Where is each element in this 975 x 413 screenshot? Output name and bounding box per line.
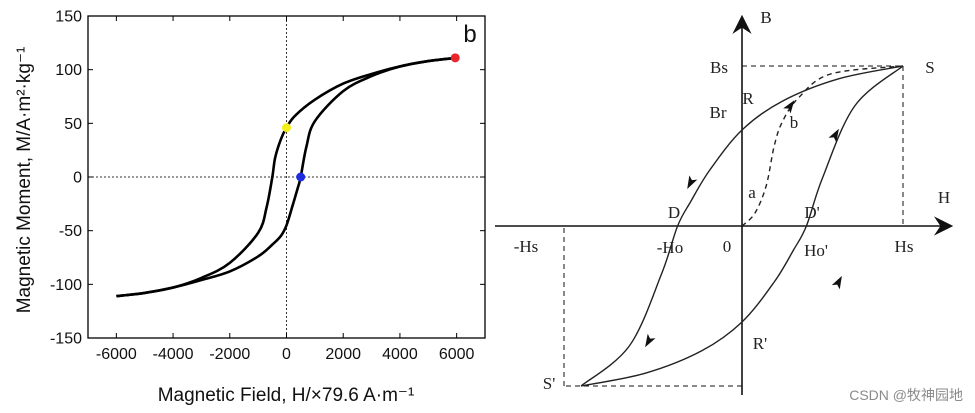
label-s-prime: S' — [543, 374, 556, 393]
label-origin: 0 — [723, 237, 732, 256]
label-br: Br — [710, 103, 727, 122]
label-s: S — [925, 58, 934, 77]
label-r-prime: R' — [753, 334, 767, 353]
y-axis-title: Magnetic Moment, M/A·m²·kg⁻¹ — [14, 47, 35, 314]
arrow-initial-curve-head — [783, 100, 795, 114]
upper-branch-line — [580, 65, 904, 387]
arrow-initial-curve — [783, 100, 795, 114]
b-axis-label: B — [760, 8, 771, 27]
hysteresis-curves — [116, 56, 457, 298]
arrow-descending-lower-head — [645, 333, 656, 348]
watermark-text: CSDN @牧神园地 — [849, 387, 963, 403]
bh-curves — [580, 65, 904, 387]
label-ho-prime: Ho' — [804, 241, 828, 260]
y-tick-label: 0 — [73, 170, 82, 187]
y-tick-label: 150 — [55, 9, 82, 26]
y-tick-label: -100 — [50, 277, 82, 294]
y-tick-label: -50 — [59, 223, 82, 240]
saturation-marker — [450, 53, 460, 63]
direction-arrows — [645, 100, 842, 348]
y-tick-label: 50 — [64, 116, 82, 133]
y-tick-label: 100 — [55, 62, 82, 79]
label-a: a — [748, 183, 756, 202]
h-axis-label: H — [938, 188, 950, 207]
label-r: R — [742, 89, 754, 108]
label-hs: Hs — [895, 237, 914, 256]
left-hysteresis-chart: -6000 -4000 -2000 0 2000 4000 6000 150 100 50 0 -50… — [14, 9, 486, 406]
arrow-ascending-upper — [828, 128, 839, 143]
x-axis-title-text: Magnetic Field, H/×79.6 A·m⁻¹ — [158, 385, 415, 406]
right-bh-loop-diagram: B H S Bs R Br b a D D' -Ho 0 Ho' Hs -Hs … — [495, 8, 963, 403]
zero-reference-lines — [88, 16, 485, 338]
x-tick-label: 2000 — [325, 346, 361, 363]
label-neg-ho: -Ho — [657, 238, 683, 257]
arrow-descending-upper-head — [687, 175, 698, 189]
label-b: b — [790, 113, 799, 132]
y-tick-label: -150 — [50, 331, 82, 348]
coercivity-marker — [296, 172, 306, 182]
arrow-descending-upper — [687, 175, 698, 189]
x-axis-title: Magnetic Field, H/×79.6 A·m⁻¹ — [158, 385, 415, 406]
arrow-ascending-upper-head — [828, 128, 839, 143]
axis-ticks: -6000 -4000 -2000 0 2000 4000 6000 150 100 50 0 -50… — [50, 9, 485, 363]
ascending-branch-line — [116, 56, 457, 298]
x-tick-label: 6000 — [439, 346, 475, 363]
label-neg-hs: -Hs — [514, 237, 539, 256]
point-labels: S Bs R Br b a D D' -Ho 0 Ho' Hs -Hs R' S… — [514, 58, 935, 393]
arrow-descending-lower — [645, 333, 656, 348]
y-axis-title-text: Magnetic Moment, M/A·m²·kg⁻¹ — [14, 47, 35, 314]
curve-markers — [282, 53, 460, 182]
label-bs: Bs — [710, 58, 728, 77]
remanence-marker — [282, 123, 291, 133]
panel-label: b — [463, 21, 476, 48]
x-tick-label: -6000 — [96, 346, 137, 363]
x-tick-label: -4000 — [153, 346, 194, 363]
x-tick-label: 4000 — [382, 346, 418, 363]
label-d: D — [668, 203, 680, 222]
x-tick-label: -2000 — [209, 346, 250, 363]
dashed-guides — [563, 65, 904, 387]
label-d-prime: D' — [804, 203, 819, 222]
descending-branch-line — [116, 56, 457, 298]
initial-magnetization-line — [741, 65, 904, 227]
arrow-ascending-lower — [831, 275, 842, 290]
lower-branch-line — [580, 65, 904, 387]
x-tick-label: 0 — [282, 346, 291, 363]
arrow-ascending-lower-head — [831, 275, 842, 290]
